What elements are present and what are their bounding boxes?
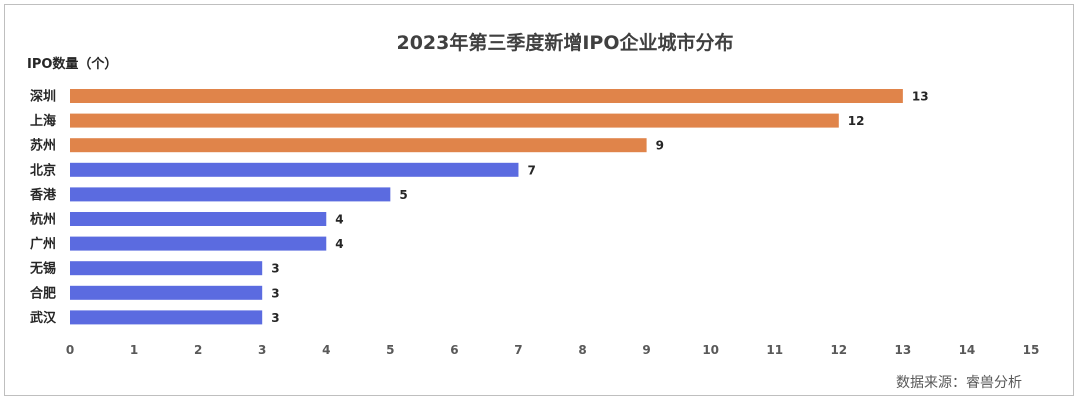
data-label-8: 3 xyxy=(271,286,279,300)
data-label-1: 12 xyxy=(848,114,865,128)
category-label-6: 广州 xyxy=(30,236,56,252)
x-tick-label-8: 8 xyxy=(578,343,586,357)
bar-1 xyxy=(70,113,839,128)
data-source: 数据来源：睿兽分析 xyxy=(896,375,1022,391)
x-tick-label-5: 5 xyxy=(386,343,394,357)
bar-7 xyxy=(70,261,263,276)
chart-title: 2023年第三季度新增IPO企业城市分布 xyxy=(396,32,734,54)
category-label-0: 深圳 xyxy=(30,89,56,105)
data-label-5: 4 xyxy=(335,213,343,227)
data-label-6: 4 xyxy=(335,237,343,251)
category-label-7: 无锡 xyxy=(29,261,56,277)
x-tick-label-14: 14 xyxy=(959,343,976,357)
x-tick-label-2: 2 xyxy=(194,343,202,357)
category-label-1: 上海 xyxy=(30,113,56,129)
bar-6 xyxy=(70,236,327,251)
data-label-3: 7 xyxy=(527,163,535,177)
bar-4 xyxy=(70,187,391,202)
x-tick-label-13: 13 xyxy=(895,343,912,357)
data-label-2: 9 xyxy=(656,139,664,153)
x-tick-label-10: 10 xyxy=(702,343,719,357)
category-label-9: 武汉 xyxy=(30,310,57,326)
bar-8 xyxy=(70,285,263,300)
x-tick-label-7: 7 xyxy=(514,343,522,357)
data-label-4: 5 xyxy=(399,188,407,202)
bar-5 xyxy=(70,212,327,226)
bar-0 xyxy=(70,89,903,103)
x-tick-label-15: 15 xyxy=(1023,343,1040,357)
category-label-5: 杭州 xyxy=(30,212,56,228)
category-label-2: 苏州 xyxy=(30,138,56,154)
x-tick-label-4: 4 xyxy=(322,343,330,357)
data-label-0: 13 xyxy=(912,90,929,104)
data-label-7: 3 xyxy=(271,262,279,276)
y-axis-unit-label: IPO数量（个） xyxy=(27,57,118,72)
x-tick-label-9: 9 xyxy=(642,343,650,357)
category-label-4: 香港 xyxy=(29,187,57,203)
x-tick-label-3: 3 xyxy=(258,343,266,357)
category-label-3: 北京 xyxy=(30,162,56,178)
bar-9 xyxy=(70,310,263,325)
x-tick-label-12: 12 xyxy=(830,343,847,357)
bar-2 xyxy=(70,138,647,153)
category-label-8: 合肥 xyxy=(30,285,56,301)
x-tick-label-0: 0 xyxy=(66,343,74,357)
data-label-9: 3 xyxy=(271,311,279,325)
x-tick-label-11: 11 xyxy=(766,343,783,357)
x-tick-label-6: 6 xyxy=(450,343,458,357)
x-tick-label-1: 1 xyxy=(130,343,138,357)
bar-3 xyxy=(70,162,519,177)
